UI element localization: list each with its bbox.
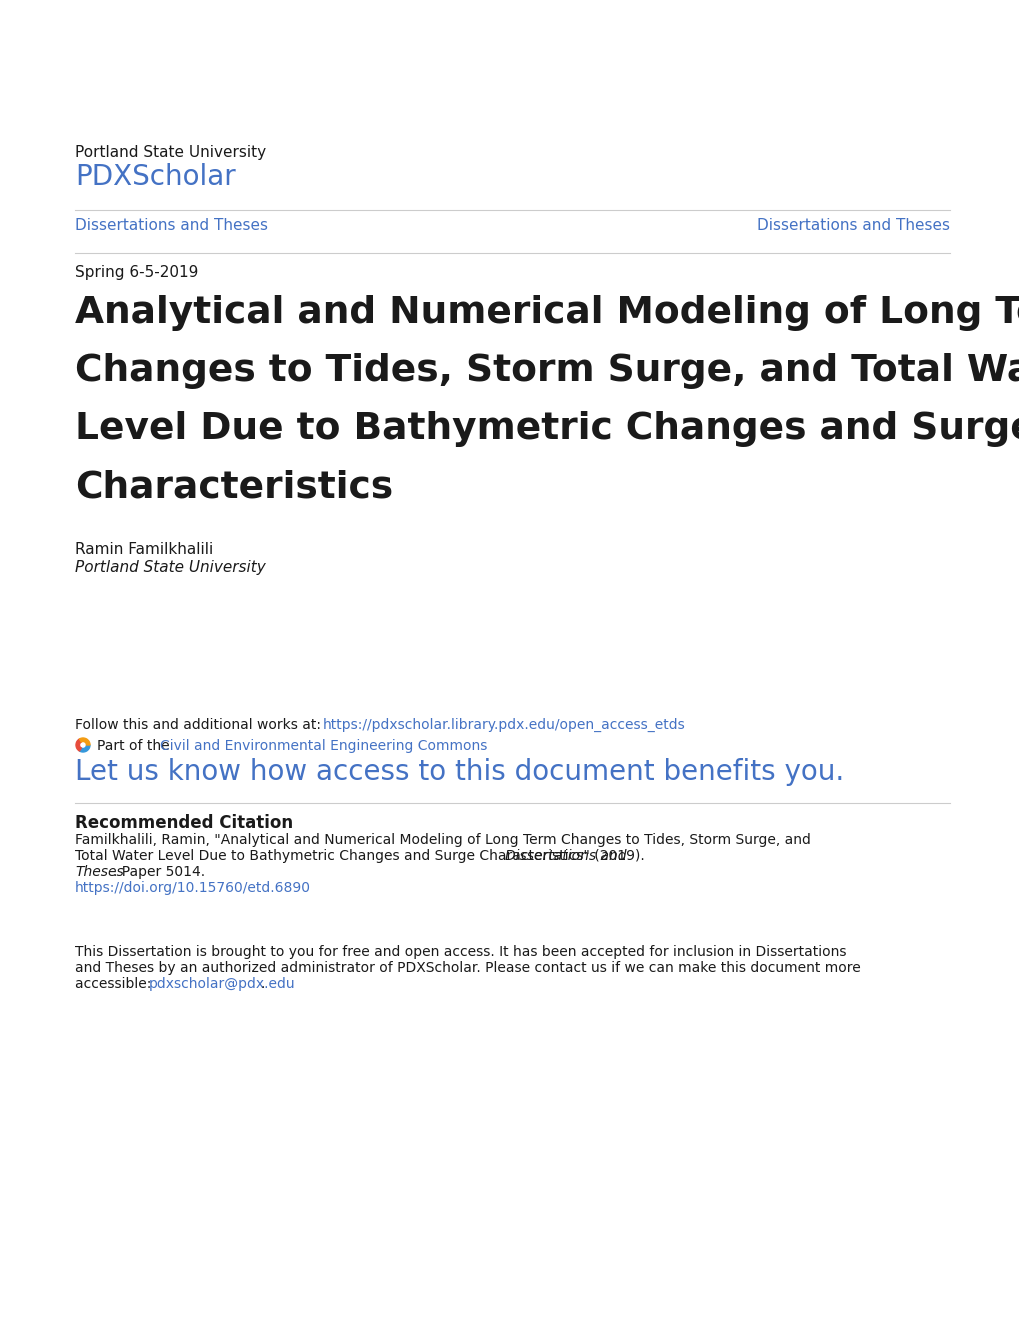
Text: accessible:: accessible: — [75, 977, 156, 991]
Text: Dissertations and Theses: Dissertations and Theses — [75, 218, 268, 234]
Text: Familkhalili, Ramin, "Analytical and Numerical Modeling of Long Term Changes to : Familkhalili, Ramin, "Analytical and Num… — [75, 833, 810, 847]
Wedge shape — [76, 739, 82, 751]
Text: Level Due to Bathymetric Changes and Surge: Level Due to Bathymetric Changes and Sur… — [75, 411, 1019, 447]
Text: Portland State University: Portland State University — [75, 145, 266, 160]
Wedge shape — [79, 738, 90, 744]
Text: Ramin Familkhalili: Ramin Familkhalili — [75, 543, 213, 557]
Text: https://doi.org/10.15760/etd.6890: https://doi.org/10.15760/etd.6890 — [75, 880, 311, 895]
Text: Dissertations and: Dissertations and — [504, 849, 626, 863]
Text: Follow this and additional works at:: Follow this and additional works at: — [75, 718, 325, 733]
Text: Recommended Citation: Recommended Citation — [75, 814, 292, 832]
Text: . Paper 5014.: . Paper 5014. — [113, 865, 205, 879]
Text: https://pdxscholar.library.pdx.edu/open_access_etds: https://pdxscholar.library.pdx.edu/open_… — [323, 718, 685, 733]
Text: Part of the: Part of the — [97, 739, 174, 752]
Wedge shape — [79, 744, 90, 752]
Text: This Dissertation is brought to you for free and open access. It has been accept: This Dissertation is brought to you for … — [75, 945, 846, 960]
Text: and Theses by an authorized administrator of PDXScholar. Please contact us if we: and Theses by an authorized administrato… — [75, 961, 860, 975]
Text: Spring 6-5-2019: Spring 6-5-2019 — [75, 265, 198, 280]
Text: Let us know how access to this document benefits you.: Let us know how access to this document … — [75, 758, 844, 785]
Text: .: . — [261, 977, 265, 991]
Text: Total Water Level Due to Bathymetric Changes and Surge Characteristics" (2019).: Total Water Level Due to Bathymetric Cha… — [75, 849, 648, 863]
Text: PDXScholar: PDXScholar — [75, 162, 235, 191]
Text: Dissertations and Theses: Dissertations and Theses — [756, 218, 949, 234]
Text: Civil and Environmental Engineering Commons: Civil and Environmental Engineering Comm… — [160, 739, 487, 752]
Text: Theses: Theses — [75, 865, 123, 879]
Text: pdxscholar@pdx.edu: pdxscholar@pdx.edu — [149, 977, 296, 991]
Text: Characteristics: Characteristics — [75, 469, 392, 506]
Text: Analytical and Numerical Modeling of Long Term: Analytical and Numerical Modeling of Lon… — [75, 294, 1019, 331]
Text: Changes to Tides, Storm Surge, and Total Water: Changes to Tides, Storm Surge, and Total… — [75, 352, 1019, 389]
Text: Portland State University: Portland State University — [75, 560, 266, 576]
